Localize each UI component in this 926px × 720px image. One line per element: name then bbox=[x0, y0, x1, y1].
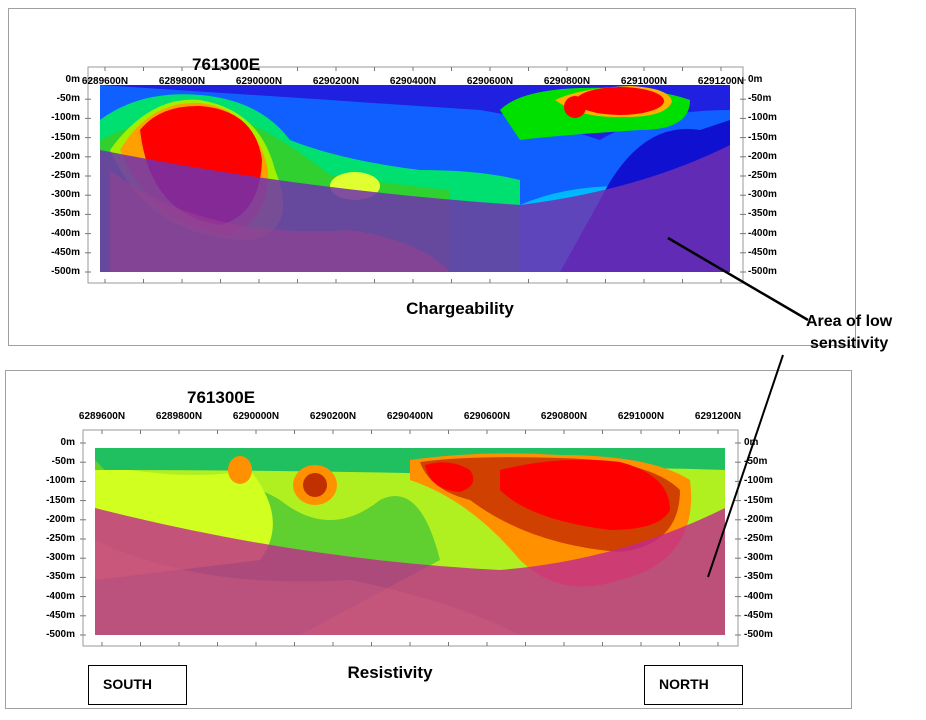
chargeability-frame bbox=[87, 66, 744, 284]
x-tick-label: 6291200N bbox=[694, 411, 742, 422]
x-tick-label: 6291000N bbox=[620, 76, 668, 87]
y-tick-label-right: -100m bbox=[744, 475, 773, 487]
y-tick-label-right: -400m bbox=[744, 590, 773, 602]
north-label: NORTH bbox=[644, 665, 743, 705]
x-tick-label: 6290400N bbox=[386, 411, 434, 422]
y-tick-label-right: -350m bbox=[748, 208, 777, 220]
y-tick-label-right: -500m bbox=[744, 629, 773, 640]
y-tick-label-right: -100m bbox=[748, 112, 777, 124]
y-tick-label-right: -400m bbox=[748, 227, 777, 239]
y-tick-label-right: 0m bbox=[744, 437, 759, 448]
y-tick-label-right: -450m bbox=[748, 246, 777, 258]
x-tick-label: 6290600N bbox=[466, 76, 514, 87]
resistivity-caption: Resistivity bbox=[347, 663, 433, 682]
x-tick-label: 6290800N bbox=[543, 76, 591, 87]
x-tick-label: 6290200N bbox=[312, 76, 360, 87]
x-tick-label: 6290000N bbox=[232, 411, 280, 422]
y-tick-label-left: -350m bbox=[51, 208, 80, 220]
x-tick-label: 6289800N bbox=[158, 76, 206, 87]
x-tick-label: 6290000N bbox=[235, 76, 283, 87]
y-tick-label-left: -50m bbox=[51, 456, 75, 468]
pointer-line-top bbox=[667, 236, 809, 322]
y-tick-label-left: -200m bbox=[51, 150, 80, 162]
y-tick-label-left: -150m bbox=[46, 494, 75, 506]
y-tick-label-left: -200m bbox=[46, 513, 75, 525]
y-tick-label-left: -450m bbox=[51, 246, 80, 258]
y-tick-label-right: -50m bbox=[744, 456, 768, 468]
note-line-2: sensitivity bbox=[809, 335, 889, 352]
y-tick-label-left: -50m bbox=[56, 93, 80, 105]
x-tick-label: 6289600N bbox=[78, 411, 126, 422]
y-tick-label-left: -300m bbox=[46, 552, 75, 564]
x-tick-label: 6291000N bbox=[617, 411, 665, 422]
y-tick-label-right: -300m bbox=[744, 552, 773, 564]
y-tick-label-left: -300m bbox=[51, 189, 80, 201]
y-tick-label-left: -500m bbox=[46, 629, 75, 640]
pointer-line-bottom bbox=[707, 354, 784, 578]
low-sensitivity-note: Area of low sensitivity bbox=[806, 311, 892, 355]
x-tick-label: 6290600N bbox=[463, 411, 511, 422]
x-tick-label: 6290400N bbox=[389, 76, 437, 87]
y-tick-label-right: -300m bbox=[748, 189, 777, 201]
x-tick-label: 6291200N bbox=[697, 76, 745, 87]
y-tick-label-right: -250m bbox=[744, 533, 773, 544]
y-tick-label-left: -100m bbox=[46, 475, 75, 487]
south-label: SOUTH bbox=[88, 665, 187, 705]
x-tick-label: 6290800N bbox=[540, 411, 588, 422]
y-tick-label-right: -200m bbox=[744, 513, 773, 525]
x-tick-label: 6289800N bbox=[155, 411, 203, 422]
y-tick-label-left: 0m bbox=[60, 437, 75, 448]
y-tick-label-right: -50m bbox=[748, 93, 772, 105]
y-tick-label-left: -150m bbox=[51, 131, 80, 143]
y-tick-label-left: -450m bbox=[46, 609, 75, 621]
chargeability-section bbox=[100, 85, 730, 272]
x-tick-label: 6289600N bbox=[81, 76, 129, 87]
note-line-1: Area of low bbox=[806, 313, 893, 330]
resistivity-section bbox=[95, 448, 725, 635]
y-tick-label-left: -400m bbox=[46, 590, 75, 602]
resistivity-title: 761300E bbox=[187, 388, 256, 407]
chargeability-title: 761300E bbox=[192, 55, 261, 74]
chargeability-caption: Chargeability bbox=[406, 299, 514, 318]
y-tick-label-left: -350m bbox=[46, 571, 75, 583]
x-tick-label: 6290200N bbox=[309, 411, 357, 422]
y-tick-label-left: -250m bbox=[51, 170, 80, 181]
y-tick-label-right: -150m bbox=[744, 494, 773, 506]
y-tick-label-right: 0m bbox=[748, 74, 763, 85]
y-tick-label-right: -200m bbox=[748, 150, 777, 162]
y-tick-label-right: -150m bbox=[748, 131, 777, 143]
y-tick-label-left: -100m bbox=[51, 112, 80, 124]
y-tick-label-left: 0m bbox=[65, 74, 80, 85]
y-tick-label-right: -500m bbox=[748, 266, 777, 277]
y-tick-label-right: -350m bbox=[744, 571, 773, 583]
y-tick-label-right: -450m bbox=[744, 609, 773, 621]
y-tick-label-right: -250m bbox=[748, 170, 777, 181]
y-tick-label-left: -500m bbox=[51, 266, 80, 277]
y-tick-label-left: -400m bbox=[51, 227, 80, 239]
y-tick-label-left: -250m bbox=[46, 533, 75, 544]
